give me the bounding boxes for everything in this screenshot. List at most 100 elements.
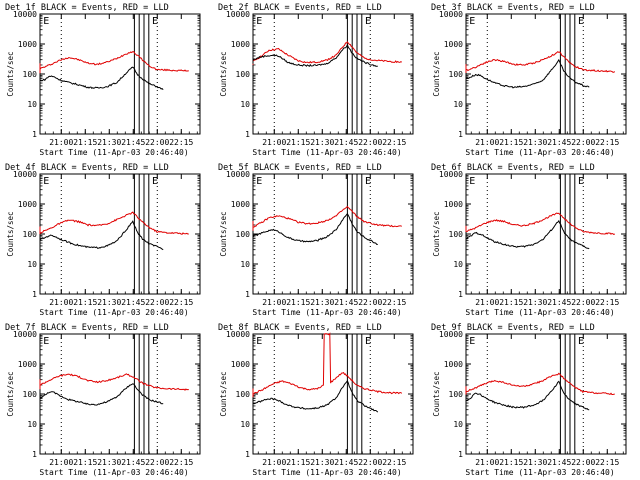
y-tick-label: 100: [23, 70, 38, 79]
panel-title: Det 3f BLACK = Events, RED = LLD: [431, 3, 595, 13]
plot-frame: [465, 333, 627, 455]
x-tick-label: 21:45: [334, 138, 358, 147]
x-tick-label: 22:00: [571, 298, 595, 307]
x-tick-label: 21:30: [523, 298, 547, 307]
marker-e-label: E: [43, 336, 49, 347]
panel-title: Det 6f BLACK = Events, RED = LLD: [431, 163, 595, 173]
x-tick-label: 21:15: [73, 298, 97, 307]
y-tick-label: 1000: [231, 360, 250, 369]
x-tick-label: 21:30: [310, 138, 334, 147]
x-tick-label: 21:30: [310, 458, 334, 467]
y-tick-label: 1: [458, 450, 463, 459]
panel-title: Det 9f BLACK = Events, RED = LLD: [431, 323, 595, 333]
y-tick-label: 100: [236, 230, 251, 239]
marker-e-label: E: [152, 336, 158, 347]
y-tick-label: 1000: [444, 40, 463, 49]
y-tick-label: 10000: [226, 170, 250, 179]
plot-frame: [39, 173, 201, 295]
x-tick-label: 22:00: [358, 458, 382, 467]
x-tick-label: 21:45: [547, 138, 571, 147]
y-tick-label: 10000: [13, 10, 37, 19]
marker-e-label: E: [578, 176, 584, 187]
plot-frame: [252, 13, 414, 135]
marker-e-label: E: [256, 16, 262, 27]
y-tick-label: 100: [23, 230, 38, 239]
panel-title: Det 5f BLACK = Events, RED = LLD: [218, 163, 382, 173]
x-tick-label: 22:00: [145, 298, 169, 307]
x-tick-label: 21:30: [310, 298, 334, 307]
x-tick-label: 22:00: [358, 138, 382, 147]
marker-e-label: E: [365, 176, 371, 187]
y-tick-label: 1000: [18, 200, 37, 209]
y-tick-label: 1: [458, 130, 463, 139]
x-axis-label: Start Time (11-Apr-03 20:46:40): [39, 468, 188, 477]
y-tick-label: 10: [240, 420, 250, 429]
lld-rate-line: [39, 211, 189, 235]
x-tick-label: 21:00: [49, 138, 73, 147]
marker-e-label: E: [578, 336, 584, 347]
marker-e-label: E: [469, 176, 475, 187]
y-tick-label: 10000: [13, 330, 37, 339]
x-tick-label: 21:00: [262, 138, 286, 147]
lld-rate-line: [39, 51, 189, 72]
x-tick-label: 21:30: [523, 138, 547, 147]
x-tick-label: 21:45: [121, 138, 145, 147]
marker-e-label: E: [152, 16, 158, 27]
x-tick-label: 22:15: [595, 298, 619, 307]
x-tick-label: 21:00: [475, 298, 499, 307]
x-axis-label: Start Time (11-Apr-03 20:46:40): [39, 308, 188, 317]
y-tick-label: 10: [453, 260, 463, 269]
y-tick-label: 10000: [439, 330, 463, 339]
y-tick-label: 100: [449, 390, 464, 399]
x-tick-label: 22:00: [571, 458, 595, 467]
x-tick-label: 22:15: [382, 458, 406, 467]
plot-frame: [252, 173, 414, 295]
x-tick-label: 21:00: [49, 458, 73, 467]
y-tick-label: 1000: [18, 40, 37, 49]
y-tick-label: 10000: [439, 10, 463, 19]
x-tick-label: 22:00: [358, 298, 382, 307]
x-tick-label: 22:15: [169, 298, 193, 307]
y-tick-label: 1000: [444, 200, 463, 209]
marker-e-label: E: [578, 16, 584, 27]
plot-frame: [39, 13, 201, 135]
y-tick-label: 10: [27, 100, 37, 109]
y-tick-label: 1: [245, 450, 250, 459]
panel-title: Det 7f BLACK = Events, RED = LLD: [5, 323, 169, 333]
lld-rate-line: [252, 41, 402, 64]
detector-panel-2: Det 2f BLACK = Events, RED = LLD 1 10 100 10…: [218, 3, 414, 157]
x-axis-label: Start Time (11-Apr-03 20:46:40): [465, 148, 614, 157]
events-rate-line: [465, 219, 590, 250]
y-tick-label: 10: [240, 260, 250, 269]
y-axis-label: Counts/sec: [219, 51, 228, 96]
x-tick-label: 21:30: [97, 458, 121, 467]
y-tick-label: 1000: [231, 200, 250, 209]
x-tick-label: 21:30: [97, 298, 121, 307]
events-rate-line: [252, 379, 379, 413]
y-tick-label: 10: [27, 260, 37, 269]
y-tick-label: 1: [245, 130, 250, 139]
x-tick-label: 21:15: [73, 458, 97, 467]
detector-panel-5: Det 5f BLACK = Events, RED = LLD 1 10 100 10…: [218, 163, 414, 317]
x-tick-label: 22:15: [382, 298, 406, 307]
events-rate-line: [39, 220, 164, 251]
x-tick-label: 21:15: [286, 458, 310, 467]
lld-rate-line: [465, 51, 616, 73]
x-tick-label: 22:00: [145, 138, 169, 147]
plot-frame: [252, 333, 414, 455]
y-tick-label: 10000: [439, 170, 463, 179]
marker-e-label: E: [365, 336, 371, 347]
detector-panel-6: Det 6f BLACK = Events, RED = LLD 1 10 100 10…: [431, 163, 627, 317]
y-tick-label: 100: [449, 70, 464, 79]
y-tick-label: 10000: [13, 170, 37, 179]
y-axis-label: Counts/sec: [6, 371, 15, 416]
x-tick-label: 22:15: [169, 138, 193, 147]
x-tick-label: 22:00: [145, 458, 169, 467]
y-tick-label: 1000: [444, 360, 463, 369]
y-tick-label: 1: [32, 130, 37, 139]
y-axis-label: Counts/sec: [432, 371, 441, 416]
x-tick-label: 21:45: [547, 458, 571, 467]
x-tick-label: 21:15: [286, 138, 310, 147]
y-tick-label: 100: [236, 390, 251, 399]
x-tick-label: 22:15: [169, 458, 193, 467]
